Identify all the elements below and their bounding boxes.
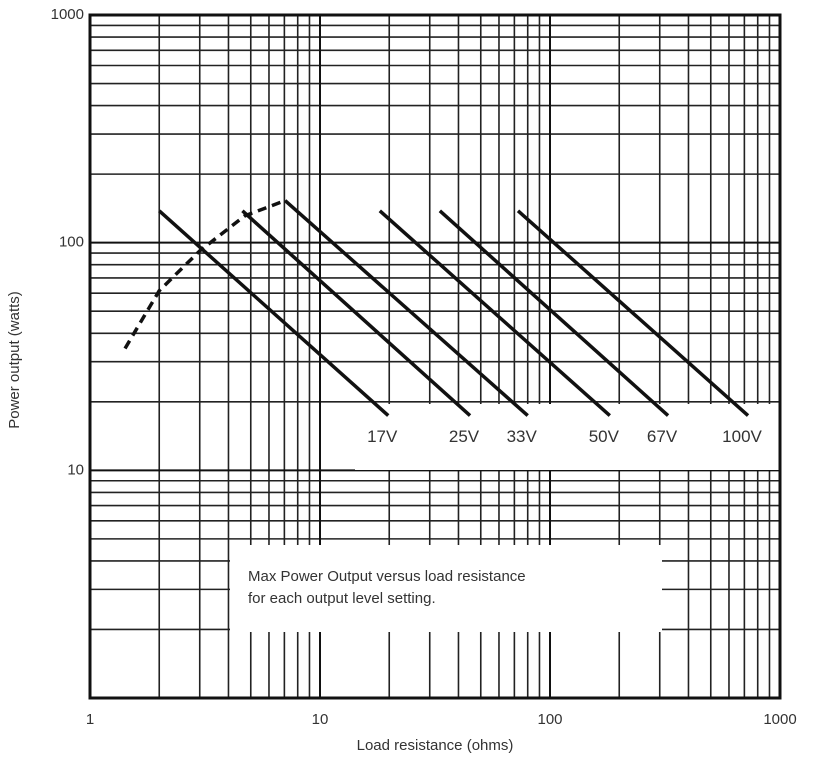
label-panel — [355, 404, 779, 470]
y-tick-label: 100 — [59, 234, 84, 251]
series-line — [158, 209, 390, 417]
y-axis-label: Power output (watts) — [6, 291, 23, 429]
annotation: for each output level setting. — [248, 590, 436, 607]
series-line — [378, 209, 611, 417]
series-line — [241, 209, 472, 417]
x-tick-label: 10 — [312, 711, 329, 728]
series-label: 17V — [367, 427, 398, 446]
x-tick-label: 1000 — [763, 711, 796, 728]
series-label: 33V — [507, 427, 538, 446]
y-tick-label: 1000 — [51, 6, 84, 23]
x-tick-label: 1 — [86, 711, 94, 728]
annotation-box — [230, 545, 662, 632]
series-label: 100V — [722, 427, 762, 446]
series-line — [123, 198, 286, 350]
series-label: 25V — [449, 427, 480, 446]
x-axis-label: Load resistance (ohms) — [357, 737, 514, 754]
annotation: Max Power Output versus load resistance — [248, 568, 526, 585]
series-label: 50V — [589, 427, 620, 446]
series-line — [283, 199, 529, 417]
series-label: 67V — [647, 427, 678, 446]
series-line — [438, 209, 670, 417]
x-tick-label: 100 — [537, 711, 562, 728]
plot-frame — [88, 13, 782, 700]
series-line — [516, 209, 750, 417]
y-tick-label: 10 — [67, 461, 84, 478]
